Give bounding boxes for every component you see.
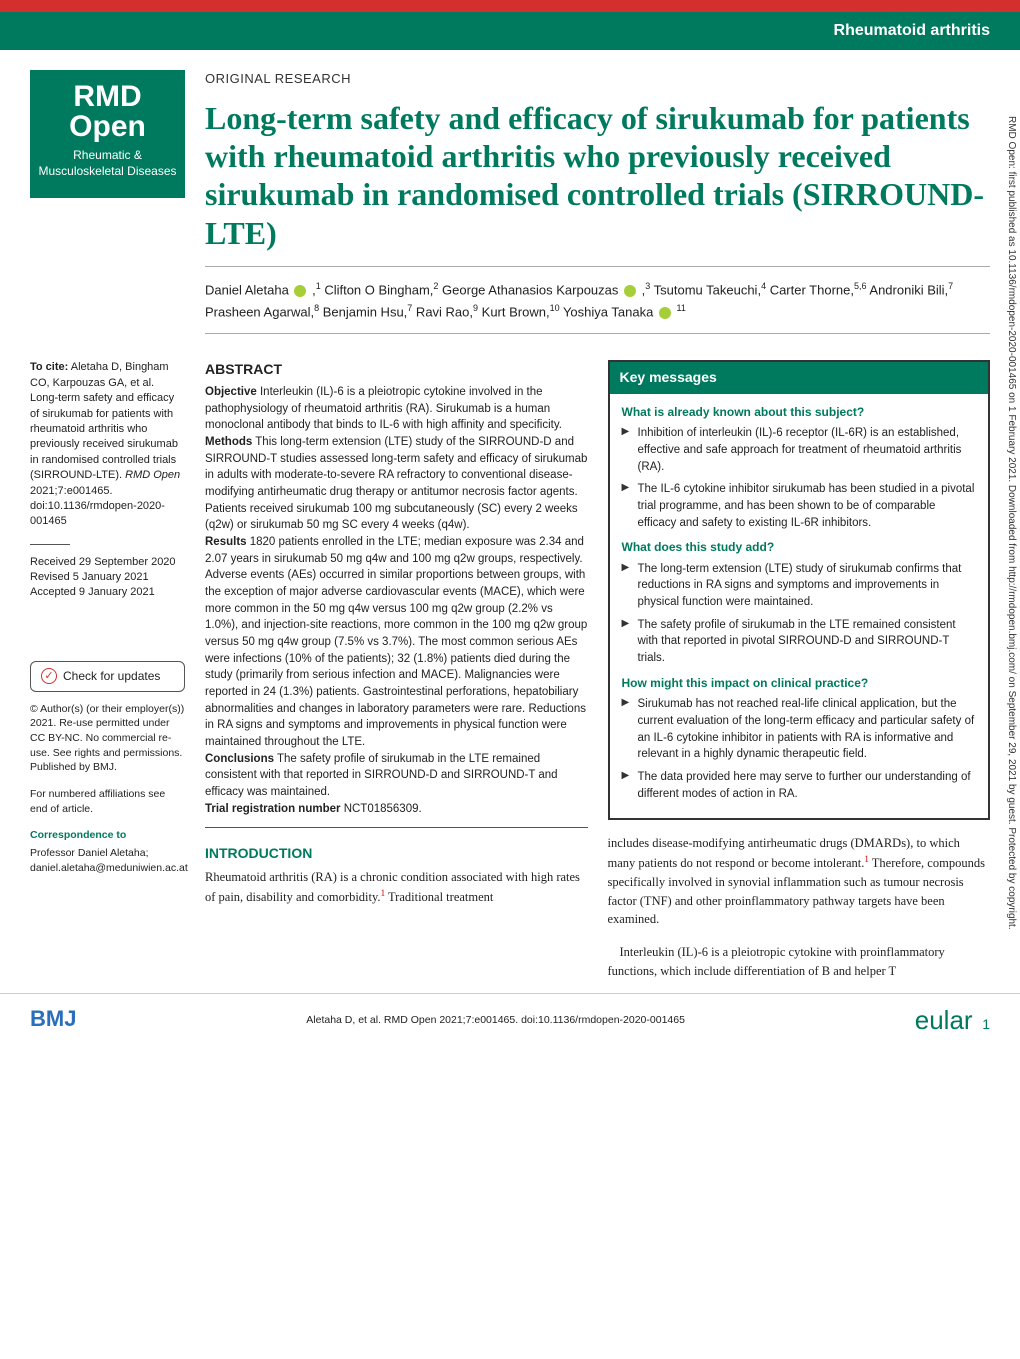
footer-citation: Aletaha D, et al. RMD Open 2021;7:e00146… <box>76 1013 914 1028</box>
check-updates-label: Check for updates <box>63 668 160 685</box>
objective-label: Objective <box>205 386 257 398</box>
km-q3-list: Sirukumab has not reached real-life clin… <box>622 696 977 802</box>
page-footer: BMJ Aletaha D, et al. RMD Open 2021;7:e0… <box>0 993 1020 1046</box>
objective-text: Interleukin (IL)-6 is a pleiotropic cyto… <box>205 386 562 431</box>
revised-date: Revised 5 January 2021 <box>30 570 185 585</box>
trial-label: Trial registration number <box>205 803 340 815</box>
check-updates-button[interactable]: ✓ Check for updates <box>30 661 185 692</box>
key-messages-header: Key messages <box>610 362 989 394</box>
logo-line1: RMD <box>38 82 177 112</box>
dates-block: Received 29 September 2020 Revised 5 Jan… <box>30 555 185 601</box>
abstract-head: ABSTRACT <box>205 360 588 380</box>
citation-journal: RMD Open <box>125 469 180 481</box>
citation-block: To cite: Aletaha D, Bingham CO, Karpouza… <box>30 360 185 529</box>
intro-p1-cont: Traditional treatment <box>385 890 493 904</box>
bookmark-check-icon: ✓ <box>41 668 57 684</box>
top-red-bar <box>0 0 1020 12</box>
authors-list: Daniel Aletaha ,1 Clifton O Bingham,2 Ge… <box>205 279 990 334</box>
results-text: 1820 patients enrolled in the LTE; media… <box>205 536 587 748</box>
correspondence-body: Professor Daniel Aletaha; daniel.aletaha… <box>30 846 185 875</box>
km-q1-item: The IL-6 cytokine inhibitor sirukumab ha… <box>622 481 977 531</box>
km-q1-list: Inhibition of interleukin (IL)-6 recepto… <box>622 425 977 531</box>
intro-p3-text: Interleukin (IL)-6 is a pleiotropic cyto… <box>608 945 945 978</box>
page-number: 1 <box>982 1016 990 1032</box>
abstract-body: Objective Interleukin (IL)-6 is a pleiot… <box>205 384 588 817</box>
correspondence-block: Correspondence to Professor Daniel Aleta… <box>30 828 185 875</box>
article-type: ORIGINAL RESEARCH <box>205 70 990 88</box>
intro-body-p2: includes disease-modifying antirheumatic… <box>608 834 991 929</box>
received-date: Received 29 September 2020 <box>30 555 185 570</box>
logo-subtitle: Rheumatic & Musculoskeletal Diseases <box>38 148 177 179</box>
km-q1-item: Inhibition of interleukin (IL)-6 recepto… <box>622 425 977 475</box>
divider <box>30 544 70 545</box>
article-title: Long-term safety and efficacy of sirukum… <box>205 99 990 268</box>
results-label: Results <box>205 536 247 548</box>
citation-text: Aletaha D, Bingham CO, Karpouzas GA, et … <box>30 361 178 481</box>
km-q2-item: The long-term extension (LTE) study of s… <box>622 561 977 611</box>
intro-body-p3: Interleukin (IL)-6 is a pleiotropic cyto… <box>608 943 991 981</box>
correspondence-head: Correspondence to <box>30 828 185 843</box>
methods-label: Methods <box>205 436 252 448</box>
km-q2-list: The long-term extension (LTE) study of s… <box>622 561 977 667</box>
intro-body-p1: Rheumatoid arthritis (RA) is a chronic c… <box>205 868 588 907</box>
vertical-download-note: RMD Open: first published as 10.1136/rmd… <box>1004 0 1018 1123</box>
affiliations-note: For numbered affiliations see end of art… <box>30 787 185 816</box>
citation-ref: 2021;7:e001465. doi:10.1136/rmdopen-2020… <box>30 485 165 528</box>
conclusions-label: Conclusions <box>205 753 274 765</box>
copyright-text: © Author(s) (or their employer(s)) 2021.… <box>30 702 185 775</box>
key-messages-box: Key messages What is already known about… <box>608 360 991 820</box>
key-messages-body: What is already known about this subject… <box>610 394 989 818</box>
citation-label: To cite: <box>30 361 68 373</box>
km-q2: What does this study add? <box>622 539 977 556</box>
km-q3-item: Sirukumab has not reached real-life clin… <box>622 696 977 763</box>
km-q1: What is already known about this subject… <box>622 404 977 421</box>
eular-logo: eular <box>915 1005 973 1035</box>
trial-text: NCT01856309. <box>344 803 422 815</box>
header-category: Rheumatoid arthritis <box>834 22 990 39</box>
km-q2-item: The safety profile of sirukumab in the L… <box>622 617 977 667</box>
journal-logo: RMD Open Rheumatic & Musculoskeletal Dis… <box>30 70 185 197</box>
km-q3: How might this impact on clinical practi… <box>622 675 977 692</box>
header-bar: Rheumatoid arthritis <box>0 12 1020 50</box>
accepted-date: Accepted 9 January 2021 <box>30 585 185 600</box>
intro-head: INTRODUCTION <box>205 844 588 864</box>
km-q3-item: The data provided here may serve to furt… <box>622 769 977 802</box>
abstract-divider <box>205 827 588 828</box>
bmj-logo: BMJ <box>30 1004 76 1035</box>
logo-line2: Open <box>38 112 177 142</box>
methods-text: This long-term extension (LTE) study of … <box>205 436 587 531</box>
